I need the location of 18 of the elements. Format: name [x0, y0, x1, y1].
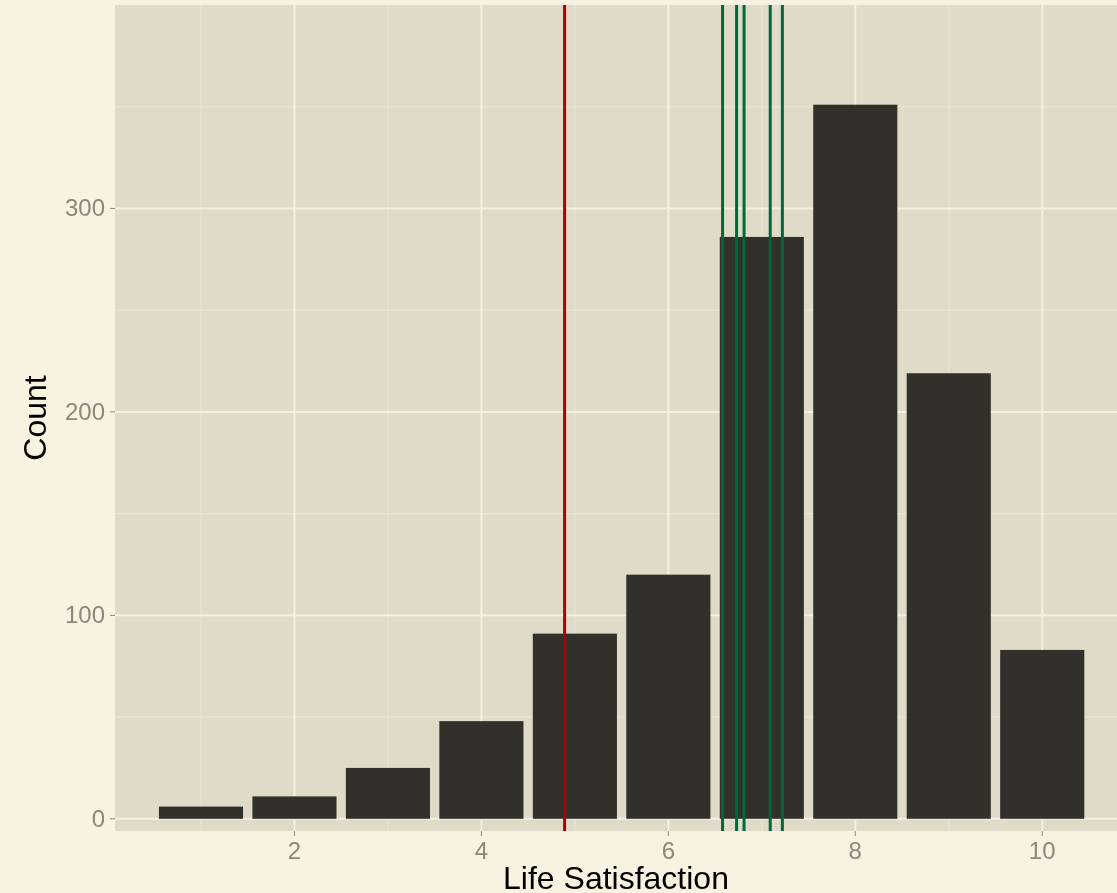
bar — [345, 767, 430, 819]
y-tick-label: 300 — [64, 194, 105, 222]
bar — [906, 373, 991, 819]
x-tick-label: 8 — [848, 837, 862, 864]
x-tick-label: 10 — [1028, 837, 1056, 864]
bar — [158, 806, 244, 819]
bar — [813, 104, 898, 819]
x-tick-label: 2 — [287, 837, 302, 864]
bar — [1000, 649, 1085, 819]
bar — [252, 796, 337, 819]
bar — [626, 574, 711, 819]
bar — [532, 633, 617, 819]
y-tick-label: 0 — [91, 804, 105, 832]
y-tick-label: 100 — [64, 601, 105, 629]
x-tick-label: 4 — [474, 837, 489, 864]
bar — [439, 721, 524, 819]
y-axis-title: Count — [17, 375, 53, 461]
y-tick-label: 200 — [64, 397, 105, 425]
